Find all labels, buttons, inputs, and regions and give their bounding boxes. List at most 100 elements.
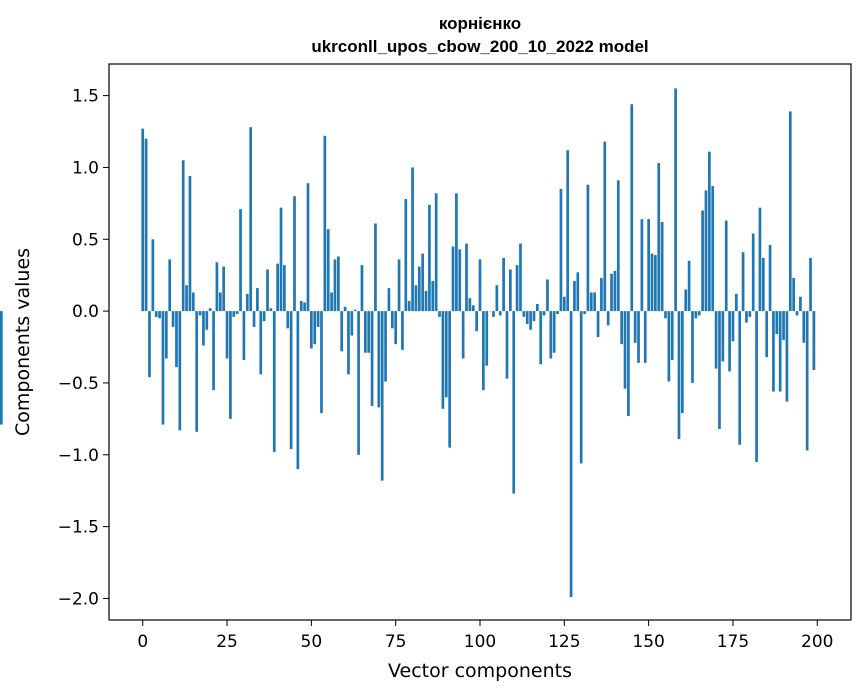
bar-63	[353, 309, 357, 312]
bar-88	[438, 311, 441, 317]
bar-62	[350, 311, 354, 336]
bar-91	[448, 311, 451, 448]
bar-153	[657, 163, 661, 312]
x-tick-label: 50	[301, 632, 323, 652]
plot-frame	[108, 63, 852, 621]
bar-60	[343, 306, 347, 312]
bar-107	[502, 257, 505, 312]
bar-173	[724, 220, 728, 312]
y-tick-label: −2.0	[58, 589, 99, 609]
bar-112	[519, 243, 522, 312]
y-tick-label: −1.5	[58, 518, 99, 538]
bar-166	[701, 210, 704, 312]
bar-83	[421, 253, 425, 312]
bar-188	[775, 311, 779, 335]
bar-171	[718, 311, 721, 429]
bar-41	[279, 207, 283, 312]
bar-116	[532, 311, 536, 322]
bar-81	[414, 285, 418, 312]
x-tick-label: 100	[464, 632, 496, 652]
bar-179	[745, 311, 748, 323]
bar-86	[431, 280, 435, 312]
bar-187	[772, 311, 775, 392]
bar-154	[660, 222, 664, 312]
bar-186	[768, 245, 772, 312]
bar-193	[792, 278, 796, 312]
bar-178	[741, 252, 745, 312]
bar-159	[677, 311, 681, 439]
bar-36	[262, 311, 266, 322]
bar-134	[593, 292, 597, 312]
bar-138	[606, 311, 610, 326]
bar-113	[522, 311, 526, 317]
y-tick-label: 0.5	[72, 230, 99, 250]
bar-26	[229, 311, 232, 419]
bar-147	[637, 311, 640, 363]
bar-31	[245, 293, 249, 312]
bar-55	[326, 229, 330, 312]
bar-100	[478, 259, 482, 312]
bar-180	[748, 311, 752, 317]
bar-0	[141, 128, 145, 312]
bar-76	[397, 259, 401, 312]
bar-undefined	[0, 311, 3, 425]
bar-38	[269, 308, 273, 312]
bar-80	[411, 167, 414, 312]
bar-158	[674, 88, 677, 312]
bar-39	[272, 311, 276, 452]
bar-16	[195, 311, 199, 432]
y-tick-label: −1.0	[58, 446, 99, 466]
bar-192	[788, 111, 792, 312]
bar-98	[471, 305, 475, 312]
bar-69	[374, 223, 377, 312]
bar-5	[158, 311, 161, 319]
bar-6	[161, 311, 165, 425]
bar-114	[525, 311, 529, 325]
bar-84	[424, 291, 428, 312]
bar-93	[455, 193, 458, 312]
bar-146	[633, 311, 637, 343]
bar-82	[417, 266, 421, 312]
y-axis-ticks: −2.0 −1.5 −1.0 −0.5 0.0 0.5 1.0 1.5	[58, 87, 109, 609]
x-axis-ticks: 0 25 50 75 100 125 150 175 200	[137, 620, 833, 652]
bar-29	[239, 209, 242, 312]
bar-59	[340, 311, 344, 352]
bar-189	[778, 311, 782, 392]
bar-8	[168, 259, 172, 312]
bar-197	[805, 311, 809, 451]
bar-43	[286, 311, 290, 329]
bar-122	[552, 311, 556, 353]
bar-51	[313, 311, 317, 345]
bar-23	[218, 292, 222, 312]
bar-35	[259, 311, 263, 375]
bar-71	[380, 311, 384, 481]
y-tick-label: 1.0	[72, 158, 99, 178]
bar-124	[559, 188, 563, 312]
bar-49	[306, 183, 310, 312]
bar-87	[434, 193, 438, 312]
bar-65	[360, 265, 364, 312]
bar-104	[492, 311, 495, 317]
bar-144	[627, 311, 630, 416]
bar-13	[185, 285, 188, 312]
bar-19	[205, 311, 209, 330]
bar-142	[620, 311, 624, 345]
bar-132	[586, 184, 590, 312]
bar-11	[178, 311, 182, 431]
bar-183	[758, 207, 762, 312]
bar-22	[215, 262, 219, 312]
bar-32	[249, 127, 253, 312]
bar-18	[202, 311, 205, 346]
bar-198	[809, 257, 812, 312]
bar-126	[566, 150, 570, 312]
bar-74	[390, 311, 394, 329]
bar-123	[556, 311, 559, 314]
bar-66	[363, 311, 367, 353]
bar-33	[252, 311, 256, 327]
bar-128	[573, 280, 576, 312]
bar-143	[623, 311, 627, 389]
bar-130	[579, 311, 583, 464]
bar-77	[401, 311, 404, 350]
bar-40	[276, 263, 279, 312]
x-axis-label: Vector components	[388, 660, 572, 682]
